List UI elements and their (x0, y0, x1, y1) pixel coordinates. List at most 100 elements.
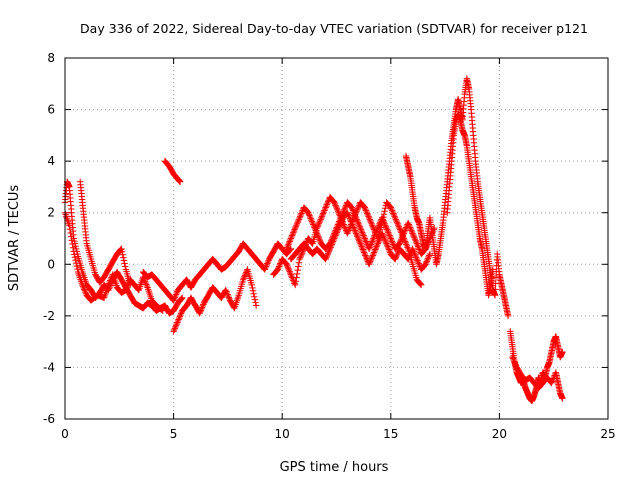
data-point (287, 236, 294, 244)
data-point (413, 238, 420, 246)
data-point (327, 244, 334, 251)
data-point (337, 219, 345, 226)
y-tick-label: -2 (43, 309, 55, 323)
data-point (344, 210, 352, 218)
data-point (380, 210, 388, 218)
data-point (142, 279, 149, 287)
data-point (511, 359, 519, 367)
data-point (422, 261, 429, 268)
data-point (350, 208, 357, 216)
data-point (383, 226, 391, 233)
data-point (382, 205, 389, 212)
data-point (81, 287, 89, 295)
data-point (379, 216, 386, 223)
data-point (294, 266, 301, 274)
data-point (296, 255, 303, 263)
data-point (368, 238, 376, 245)
data-point (71, 254, 79, 261)
data-point (409, 231, 417, 239)
data-point (548, 379, 555, 387)
data-point (359, 230, 367, 238)
data-point (80, 284, 87, 292)
data-point (362, 238, 370, 245)
data-point (324, 198, 332, 205)
data-point (173, 320, 180, 328)
data-point (426, 252, 433, 259)
data-point (284, 264, 291, 271)
y-axis-label: SDTVAR / TECUs (7, 185, 22, 292)
data-point (79, 281, 86, 289)
series-sdtvar (139, 240, 295, 304)
data-point (413, 240, 421, 247)
data-point (143, 281, 150, 288)
data-point (348, 204, 355, 211)
data-point (406, 224, 414, 231)
data-point (354, 205, 362, 212)
data-point (323, 201, 331, 208)
data-point (223, 288, 230, 295)
data-point (287, 271, 295, 278)
data-point (415, 244, 422, 252)
data-point (352, 230, 360, 237)
data-point (358, 227, 365, 235)
data-point (66, 226, 74, 233)
data-point (357, 224, 364, 232)
data-point (489, 266, 497, 273)
data-point (275, 263, 283, 270)
data-point (316, 237, 324, 244)
data-point (105, 280, 113, 287)
data-point (176, 313, 184, 320)
data-point (172, 291, 180, 298)
data-point (367, 258, 374, 265)
data-point (225, 294, 233, 301)
data-point (334, 227, 341, 235)
data-point (292, 278, 300, 285)
data-point (405, 221, 412, 228)
data-point (366, 259, 373, 267)
data-point (365, 213, 372, 220)
data-point (173, 289, 180, 297)
data-point (171, 295, 178, 303)
data-point (171, 326, 178, 334)
data-point (359, 244, 366, 252)
tick-labels: 0 5 10 15 20 25 -6 -4 -2 0 2 4 6 8 (43, 51, 616, 441)
data-point (378, 214, 386, 222)
data-point (425, 253, 432, 261)
data-point (295, 259, 303, 267)
data-point (372, 246, 379, 253)
data-point (492, 280, 499, 287)
data-point (349, 207, 357, 214)
data-point (378, 230, 386, 237)
plot-frame (64, 57, 609, 420)
data-point (172, 322, 180, 329)
data-point (410, 233, 417, 240)
data-point (106, 278, 113, 286)
data-point (69, 240, 76, 248)
data-point (341, 206, 348, 213)
data-point (356, 223, 363, 230)
data-point (352, 214, 360, 222)
data-point (298, 250, 306, 257)
data-point (289, 230, 296, 238)
data-point (172, 323, 179, 331)
data-point (401, 238, 409, 245)
data-point (70, 248, 77, 255)
data-point (381, 220, 388, 227)
data-point (241, 273, 248, 281)
data-point (367, 219, 375, 226)
data-point (411, 251, 419, 258)
data-point (121, 260, 128, 267)
data-point (362, 252, 369, 259)
data-point (285, 241, 292, 248)
data-point (248, 281, 255, 289)
data-point (385, 230, 393, 238)
y-tick-label: -4 (43, 360, 55, 374)
data-point (422, 259, 430, 267)
data-point (393, 217, 400, 225)
data-point (120, 254, 127, 261)
data-point (354, 206, 361, 213)
data-point (383, 241, 391, 249)
data-point (120, 257, 128, 264)
data-point (392, 216, 399, 223)
